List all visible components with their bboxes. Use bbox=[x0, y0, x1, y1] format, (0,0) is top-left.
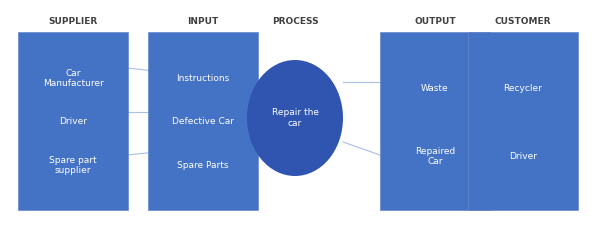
Text: Instructions: Instructions bbox=[176, 74, 230, 83]
Text: PROCESS: PROCESS bbox=[272, 17, 319, 27]
Text: Spare Parts: Spare Parts bbox=[177, 161, 229, 170]
FancyBboxPatch shape bbox=[468, 32, 578, 210]
Text: Recycler: Recycler bbox=[503, 85, 542, 93]
Text: Defective Car: Defective Car bbox=[172, 117, 234, 125]
FancyBboxPatch shape bbox=[18, 32, 128, 210]
Text: Repair the
car: Repair the car bbox=[271, 108, 319, 128]
FancyBboxPatch shape bbox=[148, 32, 258, 210]
Text: Driver: Driver bbox=[59, 117, 87, 125]
Text: Car
Manufacturer: Car Manufacturer bbox=[43, 68, 103, 88]
Text: Driver: Driver bbox=[509, 152, 537, 161]
Text: INPUT: INPUT bbox=[187, 17, 218, 27]
Text: CUSTOMER: CUSTOMER bbox=[495, 17, 551, 27]
Text: OUTPUT: OUTPUT bbox=[414, 17, 456, 27]
Text: Spare part
supplier: Spare part supplier bbox=[49, 156, 97, 175]
Ellipse shape bbox=[247, 60, 343, 176]
Text: Waste: Waste bbox=[421, 85, 449, 93]
Text: SUPPLIER: SUPPLIER bbox=[49, 17, 98, 27]
Text: Repaired
Car: Repaired Car bbox=[415, 147, 455, 166]
FancyBboxPatch shape bbox=[380, 32, 490, 210]
